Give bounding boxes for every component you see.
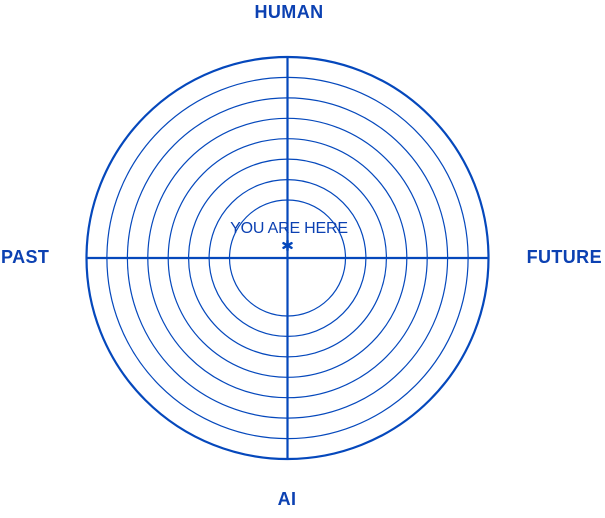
you-are-here-label: YOU ARE HERE xyxy=(230,220,348,237)
axis-label-past: PAST xyxy=(1,247,50,267)
axis-label-human: HUMAN xyxy=(254,2,324,22)
asterisk-marker-icon xyxy=(282,239,293,252)
axis-label-ai: AI xyxy=(277,489,297,509)
axis-label-future: FUTURE xyxy=(526,247,602,267)
asterisk-stroke xyxy=(282,241,293,250)
